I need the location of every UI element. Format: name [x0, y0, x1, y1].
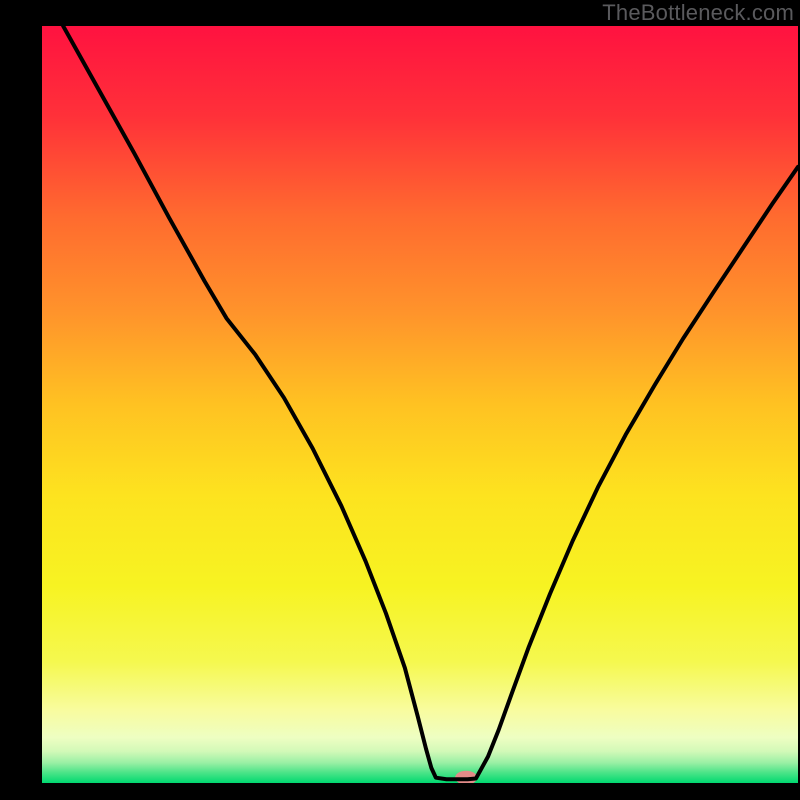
gradient-background — [42, 26, 798, 783]
chart-root: { "meta": { "watermark_text": "TheBottle… — [0, 0, 800, 800]
watermark-text: TheBottleneck.com — [602, 0, 794, 26]
chart-plot — [42, 26, 798, 783]
